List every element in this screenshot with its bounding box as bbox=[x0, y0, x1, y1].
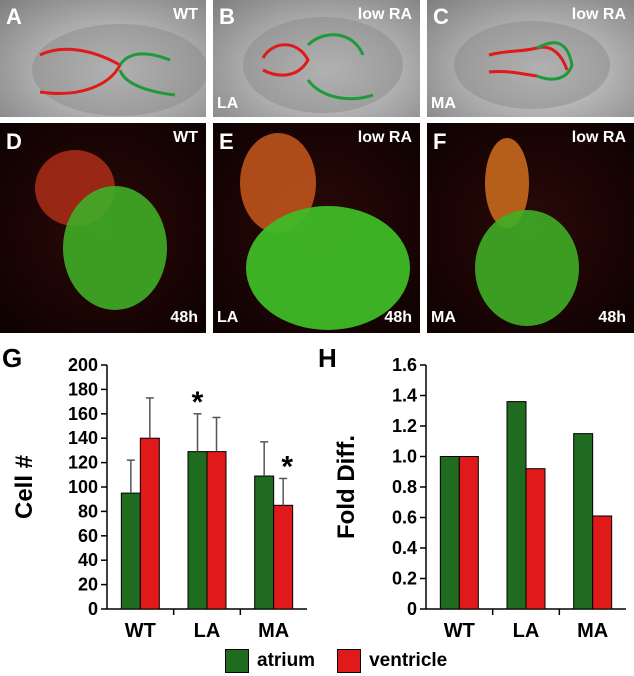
bar-atrium-wt bbox=[439, 456, 460, 610]
y-tick-label: 1.2 bbox=[392, 416, 417, 436]
panel-g-label: G bbox=[2, 343, 23, 373]
panel-f-tag: low RA bbox=[571, 129, 626, 146]
panel-e-corner: LA bbox=[217, 309, 239, 326]
panel-e-image: E low RA LA 48h bbox=[213, 123, 420, 333]
legend-atrium-swatch bbox=[225, 649, 249, 673]
chart-g: Cell # 0 20 40 60 80 100 120 140 160 180 200 WT LA MA *… bbox=[11, 355, 307, 642]
y-tick-label: 0.8 bbox=[392, 477, 417, 497]
bar-ventricle-wt bbox=[458, 456, 479, 610]
y-tick-label: 1.4 bbox=[392, 386, 417, 406]
significance-asterisk: * bbox=[281, 450, 293, 483]
panel-e-label: E bbox=[219, 129, 234, 154]
y-tick-label: 140 bbox=[68, 428, 98, 448]
y-tick-label: 0 bbox=[88, 599, 98, 619]
bar-atrium-wt bbox=[120, 492, 141, 610]
panel-b-outline bbox=[243, 17, 403, 113]
y-tick-label: 180 bbox=[68, 379, 98, 399]
bar-ventricle-wt bbox=[139, 437, 160, 610]
bar-ventricle-la bbox=[206, 451, 227, 610]
y-tick-label: 120 bbox=[68, 453, 98, 473]
panel-d-time: 48h bbox=[170, 309, 198, 326]
x-tick-label: MA bbox=[577, 620, 608, 642]
y-tick-label: 40 bbox=[78, 550, 98, 570]
y-tick-label: 80 bbox=[78, 501, 98, 521]
panel-e-tag: low RA bbox=[357, 129, 412, 146]
panel-b-tag: low RA bbox=[357, 6, 412, 23]
x-tick-label: MA bbox=[258, 620, 289, 642]
bar-atrium-ma bbox=[573, 433, 594, 610]
bar-atrium-la bbox=[506, 401, 527, 610]
bar-ventricle-ma bbox=[273, 504, 294, 610]
y-tick-label: 60 bbox=[78, 526, 98, 546]
y-tick-label: 200 bbox=[68, 355, 98, 375]
y-tick-label: 1.0 bbox=[392, 447, 417, 467]
y-tick-label: 0.2 bbox=[392, 569, 417, 589]
y-tick-label: 100 bbox=[68, 477, 98, 497]
bar-ventricle-ma bbox=[592, 515, 613, 610]
panel-f-image: F low RA MA 48h bbox=[427, 123, 634, 333]
x-tick-label: LA bbox=[513, 620, 540, 642]
y-tick-label: 160 bbox=[68, 404, 98, 424]
panel-a-label: A bbox=[6, 4, 22, 29]
y-axis-label: Fold Diff. bbox=[333, 435, 360, 539]
panel-d-label: D bbox=[6, 129, 22, 154]
chart-h: Fold Diff. 0 0.2 0.4 0.6 0.8 1.0 1.2 1.4 1.6 WT LA M… bbox=[333, 355, 626, 642]
panel-d-heart bbox=[35, 150, 167, 310]
bar-atrium-la bbox=[187, 451, 208, 610]
panel-d-image: D WT 48h bbox=[0, 123, 206, 333]
x-tick-label: WT bbox=[444, 620, 475, 642]
panel-a-image: A WT bbox=[0, 0, 206, 117]
y-tick-label: 0.4 bbox=[392, 538, 417, 558]
x-tick-label: WT bbox=[125, 620, 156, 642]
y-axis-label: Cell # bbox=[11, 455, 38, 519]
panel-f-corner: MA bbox=[431, 309, 456, 326]
panel-e-heart bbox=[240, 133, 410, 330]
x-tick-label: LA bbox=[194, 620, 221, 642]
panel-c-tag: low RA bbox=[571, 6, 626, 23]
panel-f-label: F bbox=[433, 129, 447, 154]
legend-ventricle-swatch bbox=[337, 649, 362, 673]
panel-b-corner: LA bbox=[217, 95, 239, 112]
panel-c-outline bbox=[454, 21, 610, 109]
bar-atrium-ma bbox=[254, 475, 275, 610]
panel-e-time: 48h bbox=[384, 309, 412, 326]
panel-f-heart bbox=[475, 138, 579, 326]
panel-d-tag: WT bbox=[173, 129, 198, 146]
panel-c-image: C low RA MA bbox=[427, 0, 634, 117]
y-tick-label: 1.6 bbox=[392, 355, 417, 375]
bar-ventricle-la bbox=[525, 468, 546, 610]
panel-f-time: 48h bbox=[598, 309, 626, 326]
legend-atrium-label: atrium bbox=[257, 650, 316, 671]
panel-a-outline bbox=[32, 24, 206, 116]
panel-b-image: B low RA LA bbox=[213, 0, 420, 117]
panel-h-label: H bbox=[318, 343, 337, 373]
y-tick-label: 0 bbox=[407, 599, 417, 619]
legend-ventricle-label: ventricle bbox=[369, 650, 448, 671]
y-tick-label: 0.6 bbox=[392, 508, 417, 528]
y-tick-label: 20 bbox=[78, 575, 98, 595]
panel-c-corner: MA bbox=[431, 95, 456, 112]
panel-c-label: C bbox=[433, 4, 449, 29]
panel-a-tag: WT bbox=[173, 6, 198, 23]
significance-asterisk: * bbox=[192, 386, 204, 419]
panel-b-label: B bbox=[219, 4, 235, 29]
legend: atrium ventricle bbox=[225, 648, 447, 674]
